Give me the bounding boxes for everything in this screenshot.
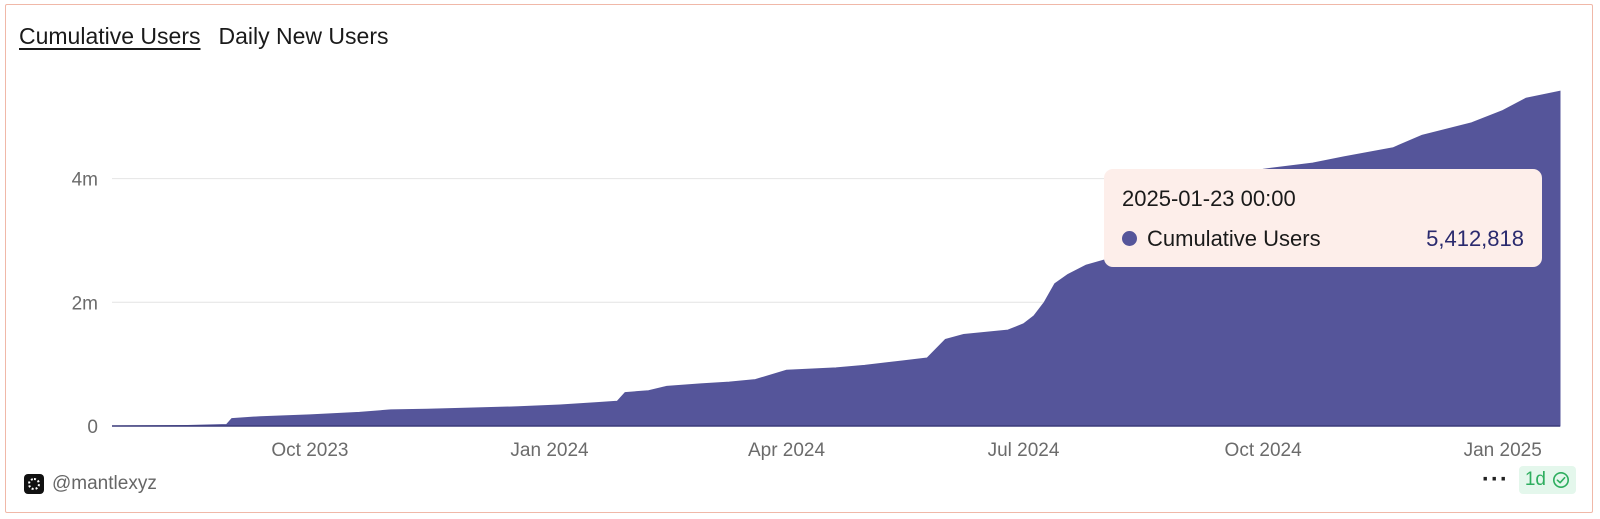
y-tick-label: 2m	[72, 293, 98, 314]
y-tick-label: 0	[87, 417, 98, 438]
freshness-badge[interactable]: 1d	[1518, 466, 1576, 494]
chart-card	[5, 4, 1593, 513]
tooltip-series-dot	[1122, 231, 1137, 246]
check-circle-icon	[1552, 471, 1570, 489]
footer-author[interactable]: @mantlexyz	[24, 473, 157, 495]
x-tick-label: Jan 2025	[1464, 440, 1542, 461]
tooltip-date: 2025-01-23 00:00	[1122, 186, 1296, 211]
more-options-button[interactable]: ···	[1481, 466, 1509, 493]
freshness-label: 1d	[1524, 469, 1546, 490]
chart-tooltip: 2025-01-23 00:00 Cumulative Users 5,412,…	[1104, 169, 1542, 267]
x-tick-label: Apr 2024	[748, 440, 826, 461]
tab-cumulative-users[interactable]: Cumulative Users	[19, 23, 201, 49]
footer-actions: ··· 1d	[1482, 466, 1576, 494]
tooltip-series-name: Cumulative Users	[1147, 226, 1321, 251]
tab-daily-new-users[interactable]: Daily New Users	[218, 23, 389, 49]
author-handle[interactable]: @mantlexyz	[52, 473, 157, 494]
x-tick-label: Oct 2023	[271, 440, 348, 461]
mantle-logo-icon	[24, 474, 44, 494]
y-tick-label: 4m	[72, 170, 98, 191]
tooltip-value: 5,412,818	[1426, 226, 1524, 251]
x-tick-label: Jul 2024	[988, 440, 1060, 461]
x-tick-label: Jan 2024	[510, 440, 589, 461]
x-tick-label: Oct 2024	[1225, 440, 1303, 461]
series-area-cumulative-users	[111, 90, 1561, 427]
chart-tabs: Cumulative Users Daily New Users	[19, 22, 388, 50]
